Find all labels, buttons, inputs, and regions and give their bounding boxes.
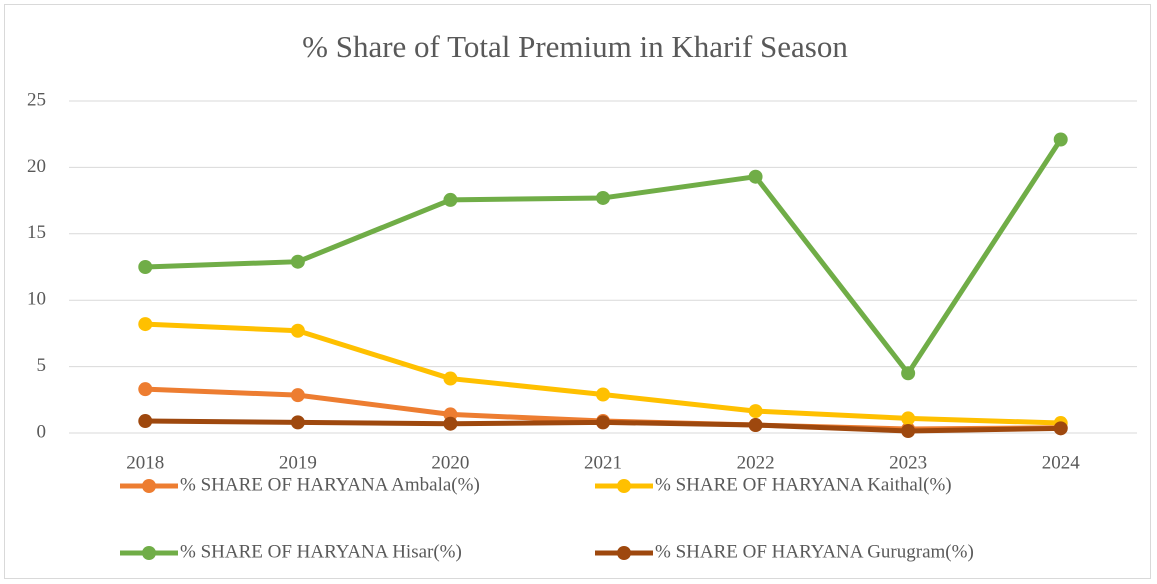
x-tick-label: 2018 bbox=[126, 452, 164, 473]
chart-border bbox=[4, 4, 1151, 579]
x-tick-label: 2022 bbox=[737, 452, 775, 473]
data-point bbox=[596, 415, 610, 430]
y-tick-label: 10 bbox=[27, 289, 46, 310]
legend-marker bbox=[142, 479, 156, 493]
legend-label: % SHARE OF HARYANA Ambala(%) bbox=[180, 474, 480, 495]
legend-label: % SHARE OF HARYANA Gurugram(%) bbox=[655, 541, 974, 562]
data-point bbox=[290, 254, 305, 269]
y-tick-label: 15 bbox=[27, 222, 46, 243]
x-tick-label: 2021 bbox=[584, 452, 622, 473]
legend-label: % SHARE OF HARYANA Kaithal(%) bbox=[655, 474, 952, 495]
data-point bbox=[596, 190, 610, 205]
y-tick-label: 20 bbox=[27, 156, 46, 177]
data-point bbox=[290, 323, 305, 338]
data-point bbox=[290, 388, 305, 403]
data-point bbox=[1053, 421, 1068, 436]
data-point bbox=[748, 169, 763, 184]
y-tick-label: 0 bbox=[37, 421, 47, 442]
data-point bbox=[901, 366, 916, 381]
legend-marker bbox=[142, 546, 156, 560]
data-point bbox=[443, 371, 458, 386]
data-point bbox=[748, 404, 763, 419]
data-point bbox=[748, 418, 763, 433]
legend-marker bbox=[617, 546, 631, 560]
legend-label: % SHARE OF HARYANA Hisar(%) bbox=[180, 541, 462, 562]
data-point bbox=[138, 382, 153, 397]
chart-title: % Share of Total Premium in Kharif Seaso… bbox=[302, 29, 848, 64]
x-tick-label: 2024 bbox=[1042, 452, 1081, 473]
data-point bbox=[1053, 132, 1068, 147]
x-tick-label: 2020 bbox=[431, 452, 469, 473]
data-point bbox=[901, 411, 916, 426]
data-point bbox=[443, 416, 458, 431]
data-point bbox=[901, 424, 916, 439]
x-tick-label: 2023 bbox=[889, 452, 927, 473]
y-tick-label: 25 bbox=[27, 89, 46, 110]
y-tick-label: 5 bbox=[37, 355, 47, 376]
data-point bbox=[443, 192, 458, 207]
legend-marker bbox=[617, 479, 631, 493]
x-tick-label: 2019 bbox=[279, 452, 317, 473]
data-point bbox=[138, 260, 153, 274]
data-point bbox=[138, 414, 153, 429]
data-point bbox=[290, 415, 305, 430]
data-point bbox=[596, 387, 610, 402]
data-point bbox=[138, 317, 153, 332]
